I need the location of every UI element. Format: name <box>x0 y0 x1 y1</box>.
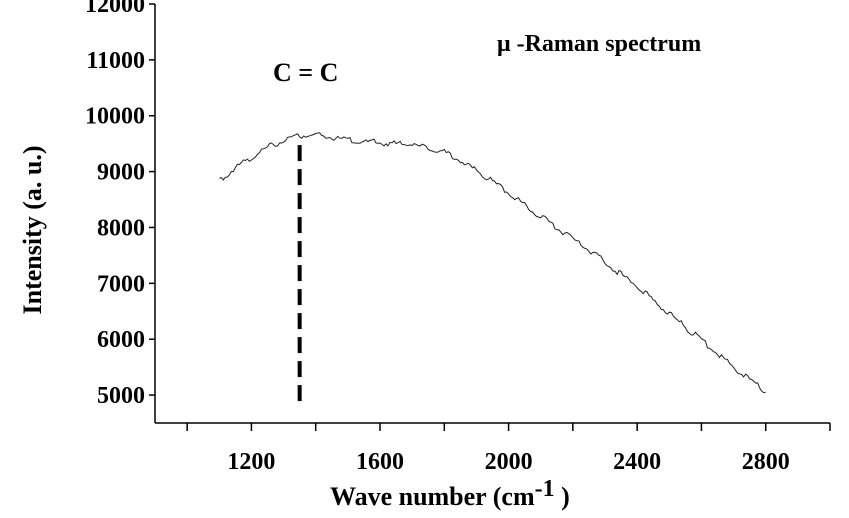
y-tick-label: 8000 <box>97 215 145 241</box>
y-tick-label: 6000 <box>97 327 145 353</box>
cc-band-label: C = C <box>273 58 338 87</box>
y-tick-label: 12000 <box>85 0 145 18</box>
y-tick-label: 11000 <box>86 48 145 74</box>
x-axis-ticks: 1200 1600 2000 2400 2800 <box>186 423 831 475</box>
series-layer <box>219 132 766 394</box>
annotation-layer: C = C <box>273 58 338 402</box>
y-tick-label: 10000 <box>85 104 145 130</box>
x-axis-title: Wave number (cm-1 ) <box>330 476 570 511</box>
legend-label: μ -Raman spectrum <box>497 31 701 57</box>
y-tick-label: 9000 <box>97 160 145 186</box>
x-tick-label: 1200 <box>227 449 275 475</box>
chart-axes <box>154 4 830 424</box>
x-axis-title-superscript: -1 <box>535 476 555 502</box>
x-tick-label: 1600 <box>356 449 404 475</box>
x-tick-label: 2000 <box>485 449 533 475</box>
x-tick-label: 2400 <box>613 449 661 475</box>
y-axis-ticks: 5000 6000 7000 8000 9000 10000 11000 12000 <box>85 0 155 409</box>
y-axis-title: Intensity (a. u.) <box>18 145 47 314</box>
x-axis-title-suffix: ) <box>555 482 570 511</box>
y-tick-label: 7000 <box>97 271 145 297</box>
spectrum-line-0 <box>219 132 766 394</box>
y-tick-label: 5000 <box>97 383 145 409</box>
x-tick-label: 2800 <box>742 449 790 475</box>
x-axis-title-main: Wave number (cm <box>330 482 535 511</box>
